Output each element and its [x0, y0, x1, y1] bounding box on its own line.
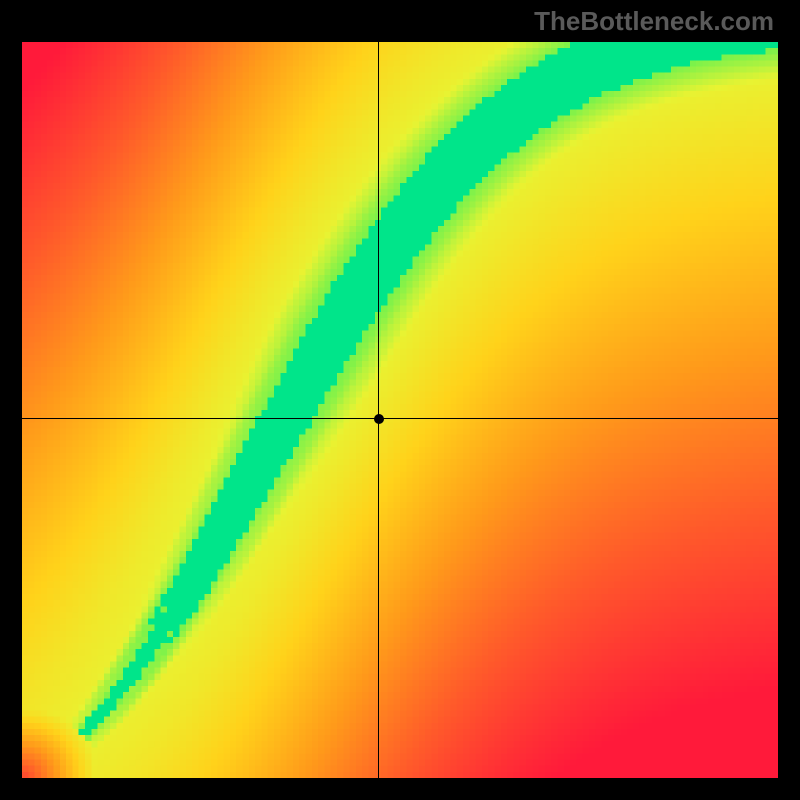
crosshair-horizontal — [22, 418, 778, 419]
data-point-marker — [374, 414, 384, 424]
crosshair-vertical — [378, 42, 379, 778]
watermark-text: TheBottleneck.com — [534, 6, 774, 37]
bottleneck-heatmap — [22, 42, 778, 778]
